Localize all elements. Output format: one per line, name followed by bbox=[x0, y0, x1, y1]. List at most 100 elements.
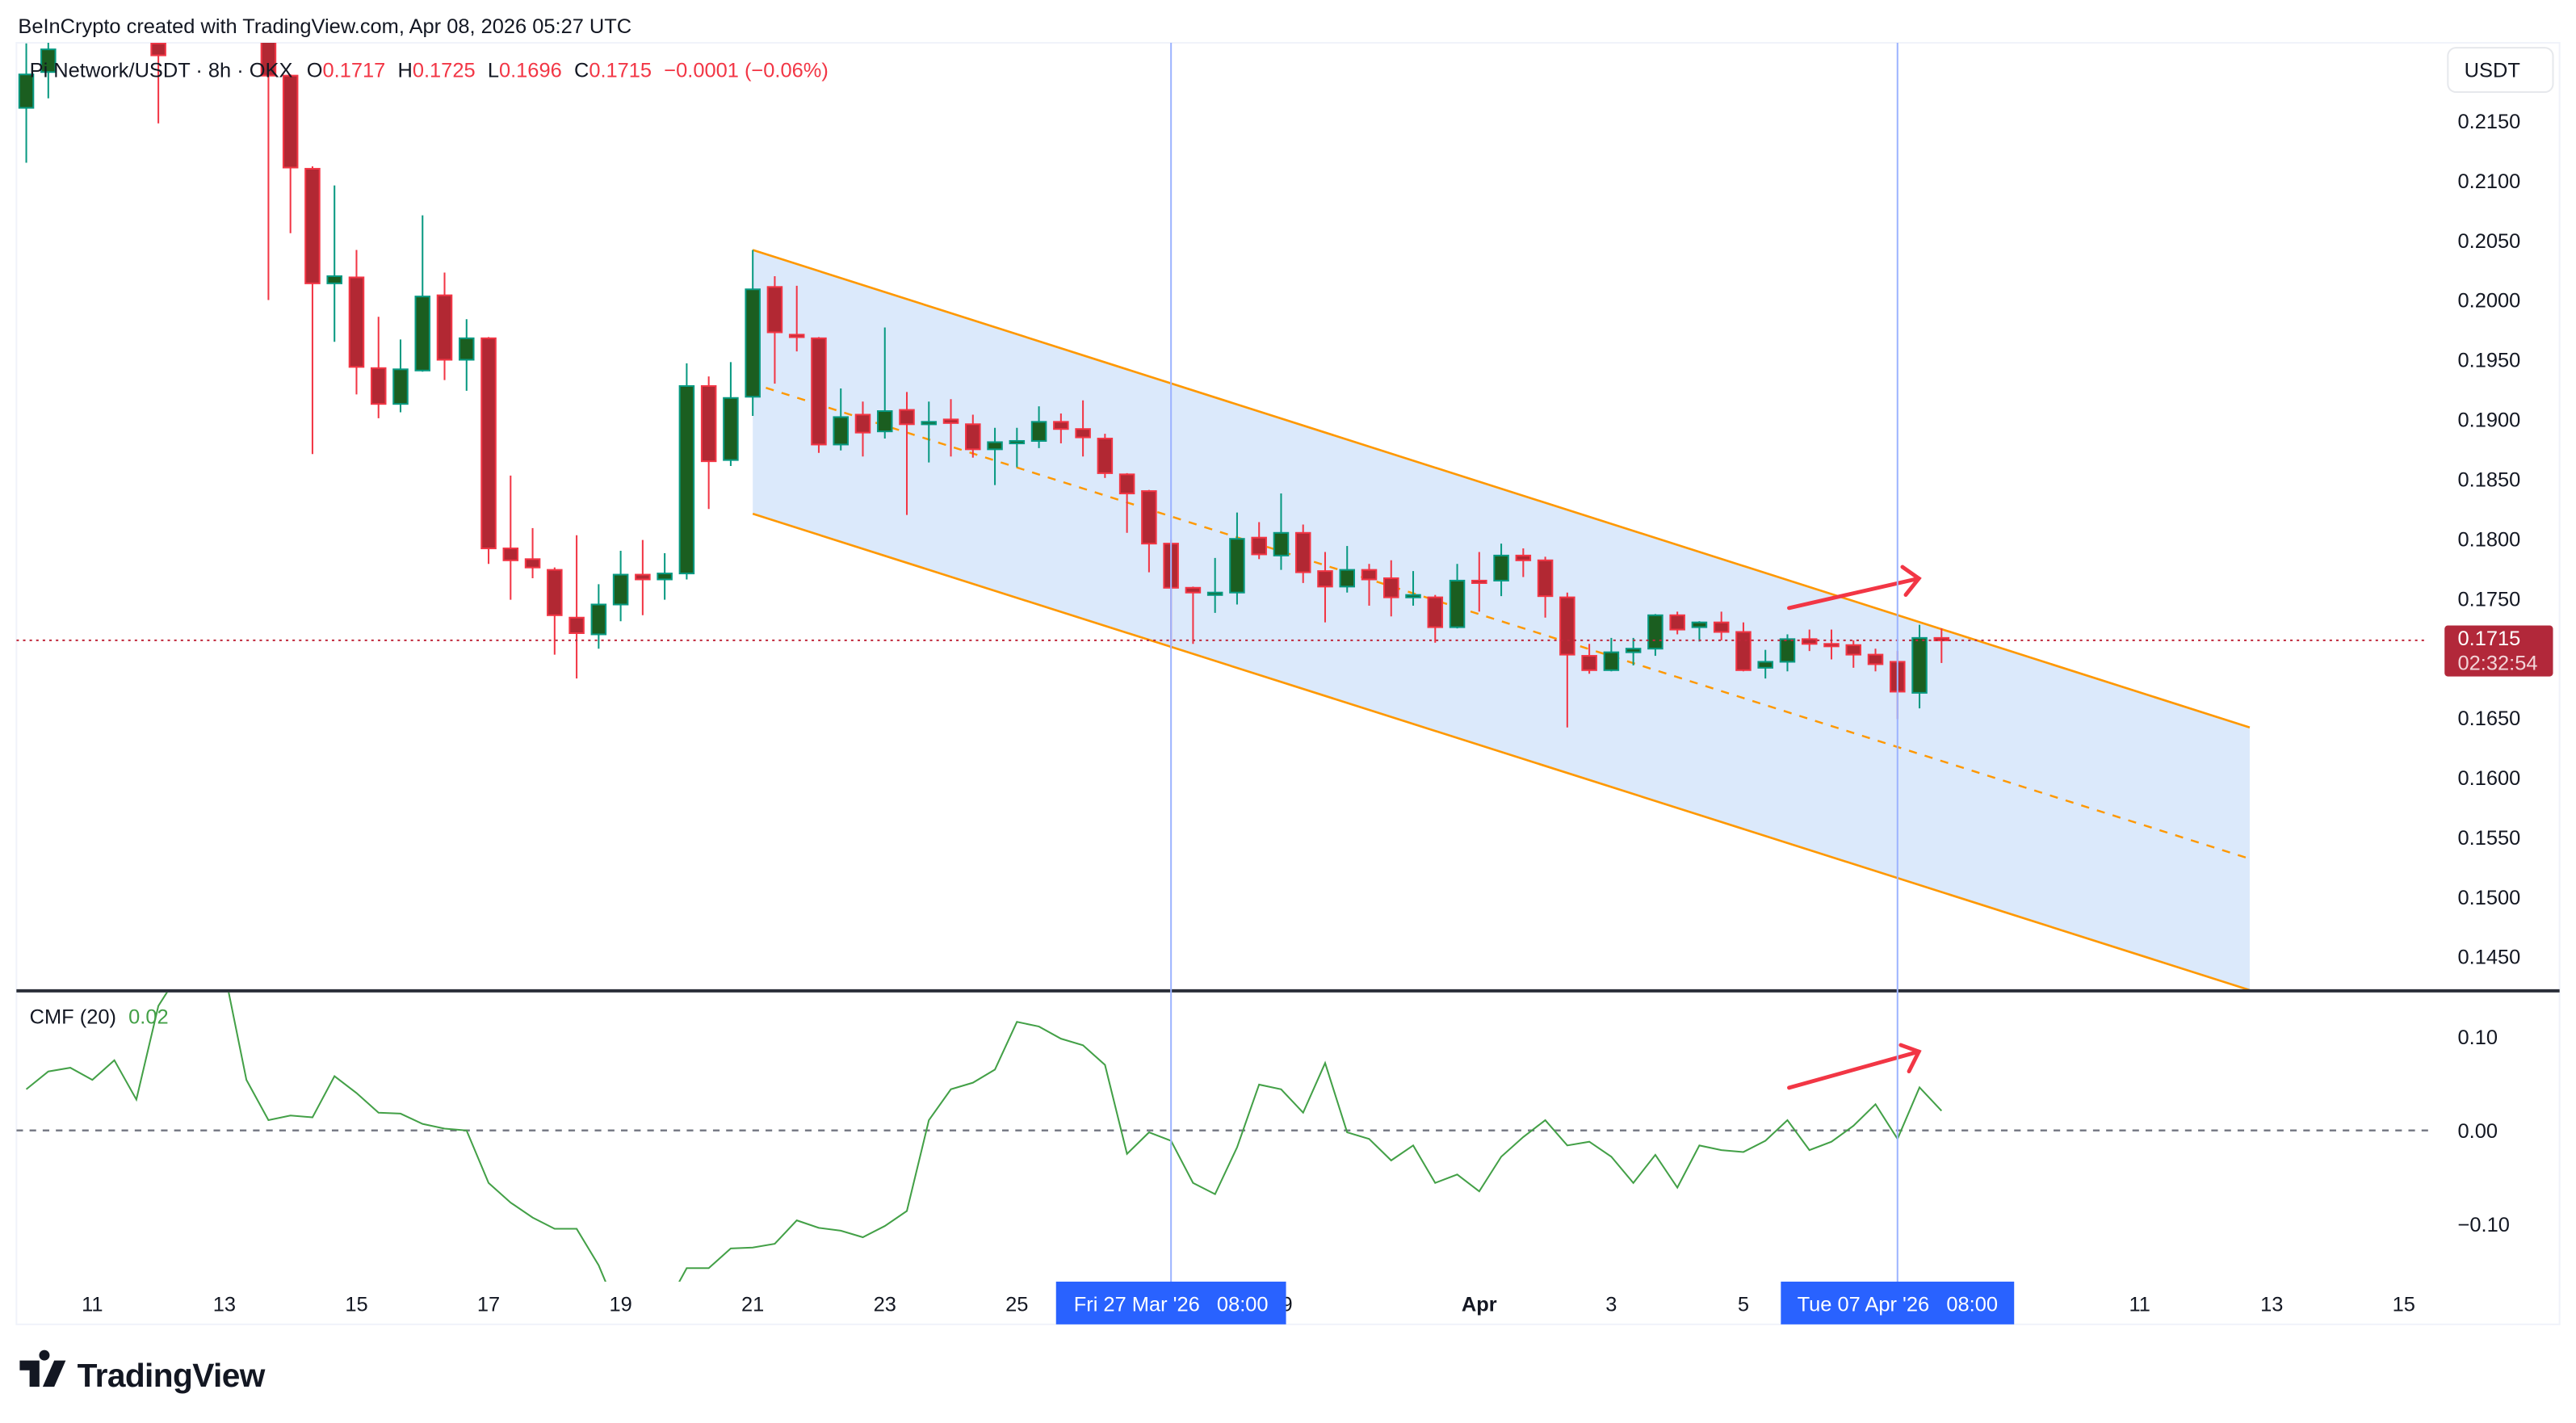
candle[interactable] bbox=[590, 584, 607, 649]
price-tag-value: 0.1715 bbox=[2458, 628, 2521, 650]
candle[interactable] bbox=[1515, 548, 1532, 577]
candle[interactable] bbox=[18, 43, 35, 163]
candle[interactable] bbox=[745, 250, 761, 416]
candle[interactable] bbox=[1427, 594, 1444, 643]
candle[interactable] bbox=[1867, 649, 1884, 672]
candle[interactable] bbox=[1669, 611, 1685, 635]
candle[interactable] bbox=[1449, 564, 1466, 629]
candle[interactable] bbox=[1206, 557, 1223, 613]
candle[interactable] bbox=[1361, 564, 1378, 606]
candle[interactable] bbox=[811, 337, 827, 453]
candle[interactable] bbox=[942, 399, 959, 457]
candle[interactable] bbox=[326, 185, 342, 342]
price-pane[interactable] bbox=[16, 2, 2428, 991]
candle[interactable] bbox=[1691, 621, 1708, 642]
candle[interactable] bbox=[788, 285, 805, 352]
parallel-channel-fill[interactable] bbox=[753, 250, 2250, 990]
candle[interactable] bbox=[568, 535, 585, 679]
candle[interactable] bbox=[1251, 522, 1267, 560]
candle[interactable] bbox=[723, 362, 739, 467]
candle[interactable] bbox=[40, 31, 57, 99]
candle[interactable] bbox=[766, 275, 783, 384]
candle[interactable] bbox=[1493, 544, 1509, 597]
cmf-line[interactable] bbox=[25, 962, 1943, 1327]
bearish-candle-body bbox=[150, 42, 166, 57]
bullish-candle-body bbox=[1449, 579, 1466, 628]
candle[interactable] bbox=[1911, 624, 1928, 709]
price-axis-label: 0.1550 bbox=[2458, 827, 2521, 850]
candle[interactable] bbox=[1735, 622, 1752, 672]
candle[interactable] bbox=[1075, 400, 1091, 457]
candle[interactable] bbox=[1823, 629, 1840, 660]
candle[interactable] bbox=[1339, 546, 1356, 593]
change-value: −0.0001 (−0.06%) bbox=[664, 60, 829, 82]
candle[interactable] bbox=[1405, 571, 1421, 606]
candle[interactable] bbox=[1294, 524, 1311, 583]
cmf-legend[interactable]: CMF (20) 0.02 bbox=[30, 1006, 169, 1029]
candle[interactable] bbox=[1559, 592, 1575, 728]
candle[interactable] bbox=[987, 427, 1003, 485]
candle[interactable] bbox=[524, 527, 541, 578]
candle[interactable] bbox=[282, 74, 299, 233]
candle[interactable] bbox=[1713, 611, 1730, 640]
candle[interactable] bbox=[414, 215, 431, 372]
candle[interactable] bbox=[1581, 644, 1597, 674]
channel-upper-line[interactable] bbox=[752, 249, 2251, 729]
channel-middle-line[interactable] bbox=[766, 387, 2251, 860]
candle[interactable] bbox=[833, 388, 849, 451]
candle[interactable] bbox=[1053, 413, 1069, 443]
candle[interactable] bbox=[1009, 427, 1026, 468]
candle[interactable] bbox=[436, 272, 453, 380]
price-axis-label: 0.1800 bbox=[2458, 528, 2521, 551]
candle[interactable] bbox=[1801, 629, 1818, 652]
symbol-legend[interactable]: Pi Network/USDT · 8h · OKX O0.1717 H0.17… bbox=[30, 60, 829, 82]
candle[interactable] bbox=[1229, 512, 1245, 605]
candle[interactable] bbox=[876, 327, 893, 439]
candle[interactable] bbox=[1537, 556, 1554, 618]
channel-lower-line[interactable] bbox=[752, 512, 2251, 991]
candle[interactable] bbox=[612, 550, 629, 622]
candle[interactable] bbox=[392, 339, 409, 413]
bearish-candle-body bbox=[260, 42, 277, 77]
candle[interactable] bbox=[921, 401, 938, 463]
bearish-candle-body bbox=[1823, 643, 1840, 648]
candle[interactable] bbox=[260, 2, 277, 300]
candle[interactable] bbox=[502, 475, 519, 600]
candle[interactable] bbox=[1933, 628, 1950, 663]
candle[interactable] bbox=[1030, 406, 1047, 448]
candle[interactable] bbox=[899, 392, 915, 515]
candle[interactable] bbox=[965, 414, 981, 458]
candle[interactable] bbox=[635, 539, 651, 615]
candle[interactable] bbox=[1185, 586, 1202, 644]
candle[interactable] bbox=[1471, 552, 1487, 612]
candle[interactable] bbox=[480, 337, 497, 565]
candle[interactable] bbox=[1647, 614, 1663, 657]
price-tag-countdown: 02:32:54 bbox=[2458, 652, 2538, 674]
candle[interactable] bbox=[700, 376, 717, 510]
candle[interactable] bbox=[1845, 640, 1862, 668]
candle[interactable] bbox=[1757, 649, 1773, 679]
candle[interactable] bbox=[1118, 472, 1135, 533]
candle[interactable] bbox=[1317, 552, 1333, 623]
candle[interactable] bbox=[547, 567, 563, 655]
candle[interactable] bbox=[678, 363, 695, 580]
candle[interactable] bbox=[1603, 637, 1620, 672]
candle[interactable] bbox=[1382, 560, 1399, 617]
candle[interactable] bbox=[150, 14, 166, 124]
candle[interactable] bbox=[1141, 489, 1157, 573]
candle[interactable] bbox=[1097, 434, 1114, 478]
tradingview-logo-icon bbox=[19, 1350, 66, 1387]
candle[interactable] bbox=[459, 319, 475, 391]
candle[interactable] bbox=[304, 166, 321, 455]
candle[interactable] bbox=[657, 552, 673, 600]
candle[interactable] bbox=[348, 250, 365, 395]
currency-button[interactable]: USDT bbox=[2447, 47, 2554, 94]
candle[interactable] bbox=[1779, 634, 1796, 672]
candle[interactable] bbox=[1625, 637, 1642, 665]
candle[interactable] bbox=[370, 317, 387, 418]
tradingview-logo[interactable]: TradingView bbox=[19, 1350, 266, 1395]
bearish-candle-body bbox=[811, 337, 827, 446]
candle[interactable] bbox=[1273, 493, 1290, 570]
candle[interactable] bbox=[854, 401, 871, 457]
